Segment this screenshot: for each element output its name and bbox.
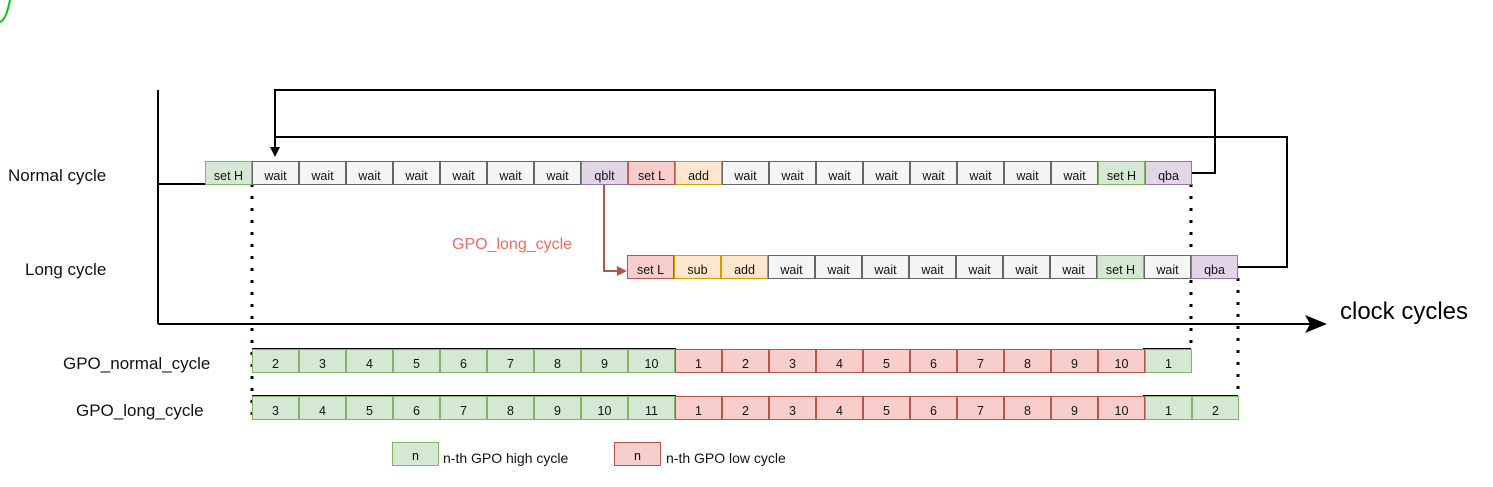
gpo-normal-cell-12: 4 — [816, 349, 863, 373]
long-instruction-7: wait — [956, 255, 1003, 279]
normal-instruction-5: wait — [440, 161, 487, 185]
normal-loop-arrow — [270, 89, 1216, 174]
gpo-long-cell-1: 4 — [299, 396, 346, 420]
gpo-normal-cell-16: 8 — [1004, 349, 1051, 373]
gpo-normal-cell-13: 5 — [863, 349, 910, 373]
long-instruction-2: add — [721, 255, 768, 279]
gpo-long-cell-7: 10 — [581, 396, 628, 420]
gpo-normal-cell-11: 3 — [769, 349, 816, 373]
normal-instruction-18: wait — [1051, 161, 1098, 185]
normal-instruction-15: wait — [910, 161, 957, 185]
gpo-normal-cell-2: 4 — [346, 349, 393, 373]
long-instruction-11: wait — [1144, 255, 1191, 279]
long-instruction-9: wait — [1050, 255, 1097, 279]
legend-low-text: n-th GPO low cycle — [666, 450, 786, 466]
normal-instruction-9: set L — [628, 161, 675, 185]
normal-instruction-16: wait — [957, 161, 1004, 185]
gpo-normal-cycle-label: GPO_normal_cycle — [63, 354, 211, 373]
long-instruction-10: set H — [1097, 255, 1144, 279]
corner-mark — [0, 0, 11, 23]
normal-instruction-13: wait — [816, 161, 863, 185]
gpo-normal-cell-6: 8 — [534, 349, 581, 373]
legend-high-box: n — [392, 442, 439, 466]
legend-low-box: n — [614, 442, 661, 466]
gpo-normal-cell-19: 1 — [1145, 349, 1192, 373]
gpo-long-cell-4: 7 — [440, 396, 487, 420]
gpo-normal-cell-8: 10 — [628, 349, 675, 373]
long-loop-arrow — [275, 136, 1288, 268]
normal-instruction-0: set H — [205, 161, 252, 185]
branch-arrow — [603, 184, 627, 276]
gpo-long-cell-6: 9 — [534, 396, 581, 420]
gpo-long-cell-2: 5 — [346, 396, 393, 420]
normal-instruction-7: wait — [534, 161, 581, 185]
long-instruction-0: set L — [627, 255, 674, 279]
normal-instruction-2: wait — [299, 161, 346, 185]
gpo-normal-cell-3: 5 — [393, 349, 440, 373]
gpo-normal-cell-14: 6 — [910, 349, 957, 373]
normal-instruction-20: qba — [1145, 161, 1192, 185]
normal-instruction-17: wait — [1004, 161, 1051, 185]
normal-cycle-label: Normal cycle — [8, 166, 107, 185]
normal-instruction-1: wait — [252, 161, 299, 185]
legend-high-text: n-th GPO high cycle — [443, 450, 569, 466]
gpo-long-cell-13: 5 — [863, 396, 910, 420]
long-instruction-6: wait — [909, 255, 956, 279]
gpo-long-cell-15: 7 — [957, 396, 1004, 420]
normal-instruction-14: wait — [863, 161, 910, 185]
long-instruction-1: sub — [674, 255, 721, 279]
gpo-long-cell-10: 2 — [722, 396, 769, 420]
gpo-long-cell-0: 3 — [252, 396, 299, 420]
long-instruction-12: qba — [1191, 255, 1238, 279]
clock-cycles-label: clock cycles — [1340, 298, 1469, 325]
gpo-long-cycle-label: GPO_long_cycle — [76, 401, 204, 420]
gpo-normal-cell-4: 6 — [440, 349, 487, 373]
gpo-long-cell-18: 10 — [1098, 396, 1145, 420]
gpo-normal-cell-15: 7 — [957, 349, 1004, 373]
long-instruction-5: wait — [862, 255, 909, 279]
gpo-long-cell-5: 8 — [487, 396, 534, 420]
gpo-normal-cell-10: 2 — [722, 349, 769, 373]
long-cycle-label: Long cycle — [25, 260, 107, 279]
gpo-long-cell-19: 1 — [1145, 396, 1192, 420]
gpo-long-cell-17: 9 — [1051, 396, 1098, 420]
long-instruction-3: wait — [768, 255, 815, 279]
gpo-long-cell-12: 4 — [816, 396, 863, 420]
gpo-normal-cell-7: 9 — [581, 349, 628, 373]
normal-instruction-10: add — [675, 161, 722, 185]
normal-instruction-19: set H — [1098, 161, 1145, 185]
normal-instruction-4: wait — [393, 161, 440, 185]
gpo-long-cell-3: 6 — [393, 396, 440, 420]
long-instruction-4: wait — [815, 255, 862, 279]
gpo-normal-cell-18: 10 — [1098, 349, 1145, 373]
long-instruction-8: wait — [1003, 255, 1050, 279]
normal-instruction-12: wait — [769, 161, 816, 185]
normal-instruction-6: wait — [487, 161, 534, 185]
gpo-long-cell-9: 1 — [675, 396, 722, 420]
gpo-long-cell-8: 11 — [628, 396, 675, 420]
normal-instruction-11: wait — [722, 161, 769, 185]
gpo-normal-cell-9: 1 — [675, 349, 722, 373]
branch-label: GPO_long_cycle — [452, 236, 573, 253]
gpo-normal-cell-17: 9 — [1051, 349, 1098, 373]
gpo-long-cell-20: 2 — [1192, 396, 1239, 420]
normal-instruction-3: wait — [346, 161, 393, 185]
gpo-long-cell-16: 8 — [1004, 396, 1051, 420]
gpo-normal-cell-0: 2 — [252, 349, 299, 373]
gpo-long-cell-14: 6 — [910, 396, 957, 420]
normal-instruction-8: qblt — [581, 161, 628, 185]
gpo-normal-cell-5: 7 — [487, 349, 534, 373]
gpo-normal-cell-1: 3 — [299, 349, 346, 373]
gpo-long-cell-11: 3 — [769, 396, 816, 420]
